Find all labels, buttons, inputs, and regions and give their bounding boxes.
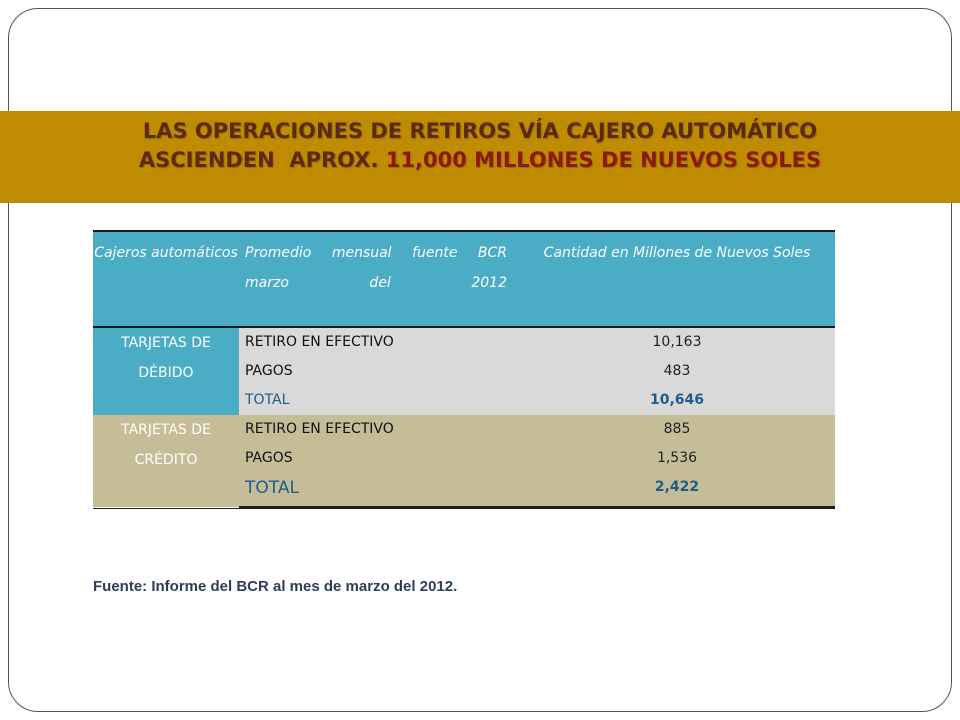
table-header-row: Cajeros automáticos Promedio mensual fue… bbox=[93, 230, 835, 328]
concept-cell: PAGOS bbox=[239, 444, 519, 473]
table-row: TARJETAS DE CRÉDITO RETIRO EN EFECTIVO 8… bbox=[93, 415, 835, 507]
value-cell: 1,536 bbox=[519, 444, 835, 473]
table-row: PAGOS 1,536 bbox=[93, 444, 835, 473]
value-cell: 885 bbox=[519, 415, 835, 444]
total-label-cell: TOTAL bbox=[239, 386, 519, 415]
table-row: PAGOS 483 bbox=[93, 357, 835, 386]
table-row: TOTAL 2,422 bbox=[93, 473, 835, 508]
total-label-cell: TOTAL bbox=[239, 473, 519, 508]
concept-cell: RETIRO EN EFECTIVO bbox=[239, 327, 519, 357]
concept-cell: RETIRO EN EFECTIVO bbox=[239, 415, 519, 444]
total-value-cell: 10,646 bbox=[519, 386, 835, 415]
concept-cell: PAGOS bbox=[239, 357, 519, 386]
table-row: TOTAL 10,646 bbox=[93, 386, 835, 415]
title-line-1: LAS OPERACIONES DE RETIROS VÍA CAJERO AU… bbox=[142, 119, 818, 143]
header-cantidad: Cantidad en Millones de Nuevos Soles bbox=[519, 230, 835, 328]
title-line-2-prefix: ASCIENDEN APROX. bbox=[138, 148, 386, 172]
table-row: TARJETAS DE DÉBIDO RETIRO EN EFECTIVO 10… bbox=[93, 327, 835, 415]
header-cajeros: Cajeros automáticos bbox=[93, 230, 239, 328]
total-value-cell: 2,422 bbox=[519, 473, 835, 508]
source-note: Fuente: Informe del BCR al mes de marzo … bbox=[93, 578, 458, 595]
atm-operations-table: Cajeros automáticos Promedio mensual fue… bbox=[93, 230, 835, 508]
group-label-credito: TARJETAS DE CRÉDITO bbox=[93, 415, 239, 507]
header-promedio: Promedio mensual fuente BCR marzo del 20… bbox=[239, 230, 519, 328]
value-cell: 483 bbox=[519, 357, 835, 386]
title-line-2: ASCIENDEN APROX. 11,000 MILLONES DE NUEV… bbox=[0, 146, 960, 175]
group-label-debito: TARJETAS DE DÉBIDO bbox=[93, 327, 239, 415]
slide-title: LAS OPERACIONES DE RETIROS VÍA CAJERO AU… bbox=[0, 117, 960, 175]
title-band bbox=[0, 111, 960, 203]
value-cell: 10,163 bbox=[519, 327, 835, 357]
title-line-2-accent: 11,000 MILLONES DE NUEVOS SOLES bbox=[385, 148, 822, 172]
